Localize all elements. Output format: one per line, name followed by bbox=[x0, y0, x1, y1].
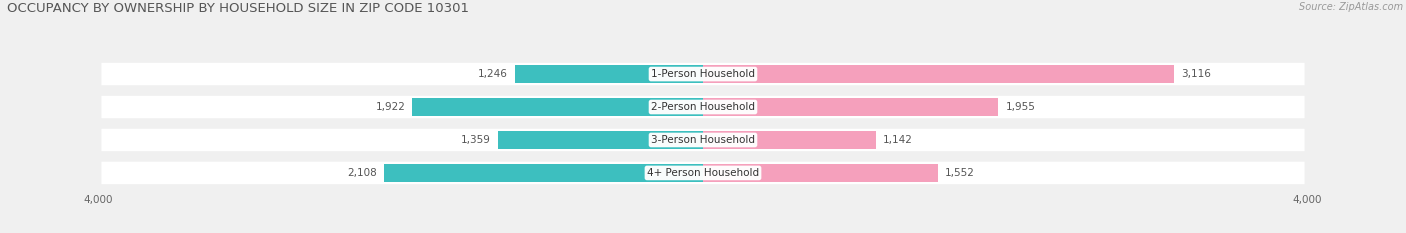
Text: 1,142: 1,142 bbox=[883, 135, 912, 145]
Text: 1,359: 1,359 bbox=[460, 135, 491, 145]
Text: 1-Person Household: 1-Person Household bbox=[651, 69, 755, 79]
FancyBboxPatch shape bbox=[101, 129, 1305, 151]
Bar bbox=[703, 164, 938, 182]
FancyBboxPatch shape bbox=[101, 96, 1305, 118]
Text: 1,955: 1,955 bbox=[1005, 102, 1036, 112]
Bar bbox=[384, 164, 703, 182]
Bar bbox=[498, 131, 703, 149]
Text: Source: ZipAtlas.com: Source: ZipAtlas.com bbox=[1299, 2, 1403, 12]
Text: 4+ Person Household: 4+ Person Household bbox=[647, 168, 759, 178]
Bar bbox=[515, 65, 703, 83]
Bar bbox=[703, 65, 1174, 83]
Bar bbox=[412, 98, 703, 116]
Text: 1,552: 1,552 bbox=[945, 168, 974, 178]
Bar bbox=[703, 131, 876, 149]
Text: 2,108: 2,108 bbox=[347, 168, 377, 178]
FancyBboxPatch shape bbox=[101, 162, 1305, 184]
Text: 3-Person Household: 3-Person Household bbox=[651, 135, 755, 145]
Bar bbox=[703, 98, 998, 116]
Text: 2-Person Household: 2-Person Household bbox=[651, 102, 755, 112]
Text: 3,116: 3,116 bbox=[1181, 69, 1211, 79]
FancyBboxPatch shape bbox=[101, 63, 1305, 85]
Text: 1,246: 1,246 bbox=[478, 69, 508, 79]
Text: OCCUPANCY BY OWNERSHIP BY HOUSEHOLD SIZE IN ZIP CODE 10301: OCCUPANCY BY OWNERSHIP BY HOUSEHOLD SIZE… bbox=[7, 2, 470, 15]
Text: 1,922: 1,922 bbox=[375, 102, 405, 112]
